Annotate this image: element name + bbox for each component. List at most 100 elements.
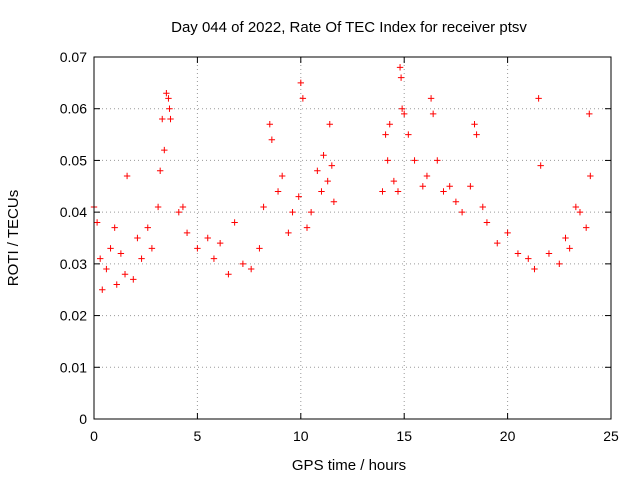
data-point (299, 95, 307, 102)
data-point (99, 286, 106, 293)
data-point (247, 265, 255, 273)
data-point (307, 208, 315, 216)
data-point (566, 245, 573, 252)
data-point (239, 260, 247, 268)
x-tick-label: 15 (396, 428, 412, 444)
x-axis-label: GPS time / hours (292, 457, 406, 474)
data-point (398, 105, 406, 112)
data-point (586, 110, 593, 118)
x-tick-label: 0 (90, 428, 98, 444)
data-point (386, 121, 393, 128)
data-point (525, 255, 532, 262)
data-point (266, 121, 273, 128)
data-point (183, 229, 191, 237)
grid-lines (94, 57, 611, 419)
data-point (471, 121, 478, 128)
data-point (159, 115, 166, 123)
data-point (256, 245, 263, 252)
data-point (452, 198, 460, 205)
data-point (483, 219, 491, 226)
x-tick-label: 25 (603, 428, 619, 444)
data-point (117, 250, 125, 257)
axis-ticks (93, 56, 612, 420)
data-point (328, 162, 336, 169)
data-point (260, 203, 267, 211)
data-point (97, 255, 104, 262)
y-tick-label: 0.07 (60, 49, 87, 65)
data-point (324, 177, 331, 185)
data-point (429, 110, 437, 118)
data-points (90, 64, 594, 293)
data-point (473, 131, 480, 138)
data-point (204, 234, 211, 242)
data-point (278, 172, 286, 180)
y-tick-label: 0.06 (60, 101, 87, 117)
data-point (556, 260, 563, 268)
data-point (572, 203, 580, 211)
y-tick-label: 0 (79, 411, 87, 427)
data-point (576, 208, 584, 216)
data-point (479, 203, 486, 211)
data-point (297, 79, 304, 87)
data-point (467, 183, 474, 190)
data-point (394, 188, 402, 195)
data-point (440, 188, 447, 195)
data-point (123, 172, 131, 180)
data-point (401, 110, 408, 118)
data-point (382, 131, 389, 138)
y-axis-label: ROTI / TECUs (5, 190, 22, 286)
data-point (138, 255, 145, 262)
data-point (216, 239, 224, 247)
data-point (148, 245, 156, 252)
data-point (194, 245, 201, 252)
data-point (130, 276, 137, 283)
data-point (295, 193, 302, 200)
data-point (326, 121, 333, 128)
data-point (397, 74, 405, 81)
data-point (314, 167, 321, 174)
data-point (175, 208, 182, 216)
data-point (93, 219, 101, 226)
data-point (156, 167, 164, 174)
data-point (154, 203, 162, 211)
data-point (423, 172, 431, 180)
plot-frame (93, 56, 612, 420)
y-tick-label: 0.05 (60, 152, 87, 168)
y-tick-label: 0.03 (60, 256, 87, 272)
data-point (504, 229, 511, 237)
chart-title: Day 044 of 2022, Rate Of TEC Index for r… (171, 19, 527, 36)
y-tick-label: 0.02 (60, 308, 87, 324)
data-point (405, 131, 412, 138)
data-point (144, 224, 151, 231)
x-tick-label: 10 (293, 428, 309, 444)
data-point (535, 95, 542, 102)
data-point (494, 239, 501, 247)
data-point (113, 281, 120, 288)
data-point (537, 162, 544, 169)
data-point (318, 188, 325, 195)
data-point (167, 115, 174, 123)
data-point (330, 198, 338, 205)
x-axis-tick-labels: 0 5 10 15 20 25 (90, 428, 619, 444)
data-point (545, 250, 553, 257)
data-point (103, 265, 110, 273)
data-point (390, 177, 398, 185)
data-point (419, 183, 427, 190)
data-point (210, 255, 218, 262)
data-point (134, 234, 141, 242)
data-point (427, 95, 435, 102)
data-point (225, 271, 232, 278)
y-tick-label: 0.04 (60, 204, 87, 220)
data-point (231, 219, 238, 226)
data-point (303, 224, 311, 231)
data-point (107, 245, 114, 252)
data-point (531, 265, 538, 273)
data-point (396, 64, 404, 71)
data-point (384, 157, 391, 164)
data-point (434, 157, 441, 164)
data-point (121, 271, 129, 278)
data-point (163, 90, 170, 97)
y-axis-tick-labels: 0 0.01 0.02 0.03 0.04 0.05 0.06 0.07 (60, 49, 87, 427)
data-point (274, 188, 282, 195)
